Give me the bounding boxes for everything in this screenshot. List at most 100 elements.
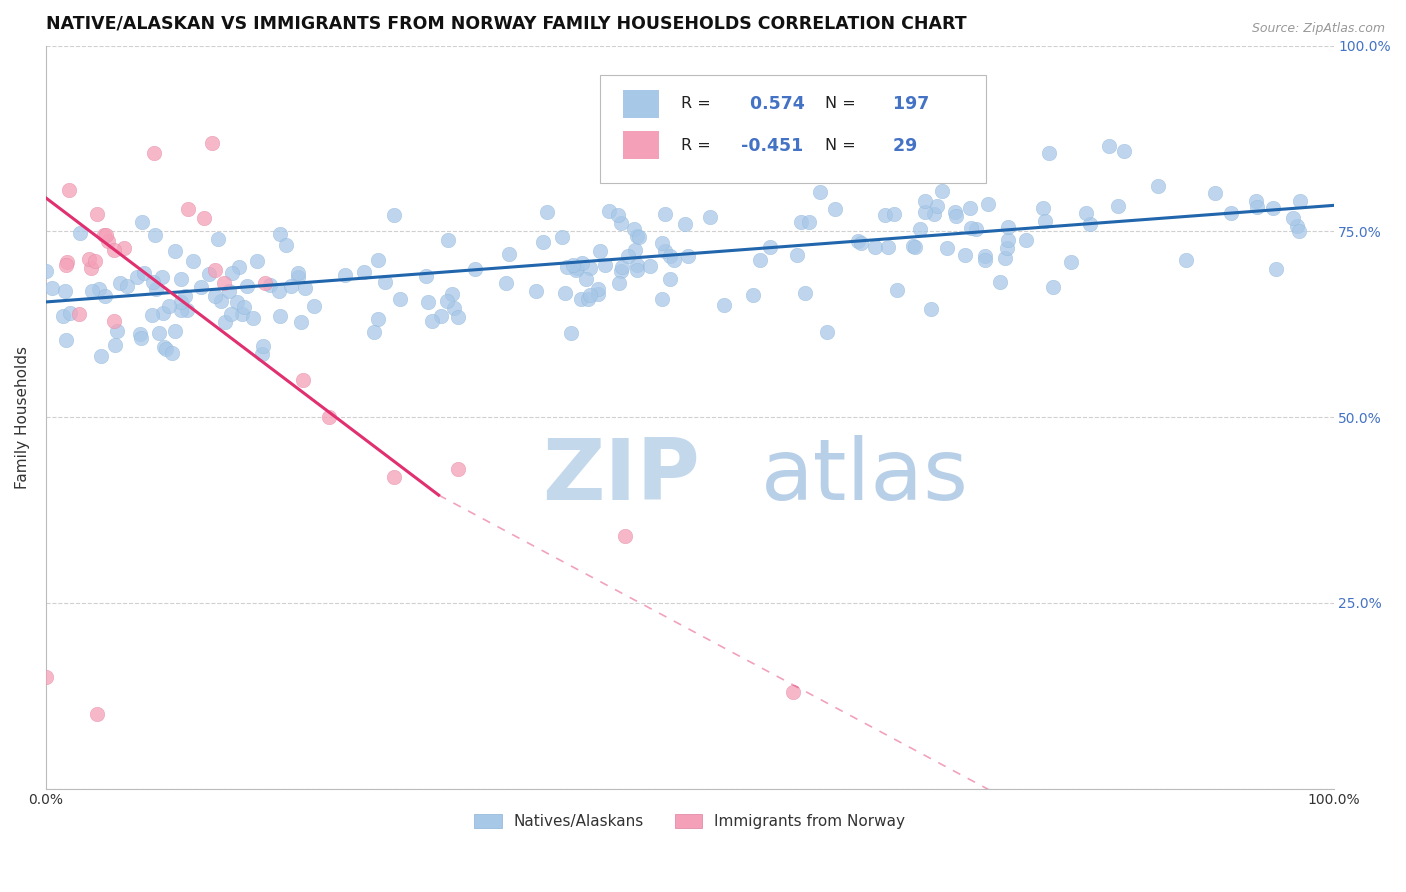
Point	[903, 239, 925, 253]
Point	[242, 311, 264, 326]
Point	[236, 279, 259, 293]
Point	[129, 326, 152, 341]
Point	[904, 240, 927, 254]
Point	[269, 284, 291, 298]
Point	[626, 263, 648, 277]
Point	[569, 292, 592, 306]
Point	[959, 201, 981, 215]
Point	[212, 276, 235, 290]
Point	[555, 260, 578, 275]
Point	[294, 281, 316, 295]
Point	[560, 326, 582, 340]
Point	[290, 315, 312, 329]
Point	[280, 278, 302, 293]
Point	[363, 325, 385, 339]
Point	[638, 259, 661, 273]
Point	[808, 185, 831, 199]
Point	[1285, 219, 1308, 234]
Point	[155, 342, 177, 356]
Point	[53, 284, 76, 298]
Point	[658, 249, 681, 263]
Point	[152, 306, 174, 320]
Point	[876, 240, 898, 254]
Point	[554, 285, 576, 300]
Point	[82, 284, 104, 298]
Point	[382, 469, 405, 483]
Point	[447, 462, 470, 476]
Point	[131, 215, 153, 229]
Point	[1282, 211, 1305, 225]
Point	[863, 240, 886, 254]
Point	[35, 264, 58, 278]
Point	[565, 262, 588, 277]
Point	[943, 205, 966, 219]
Point	[1107, 199, 1129, 213]
Point	[617, 249, 640, 263]
Point	[624, 243, 647, 257]
Point	[163, 324, 186, 338]
Point	[274, 238, 297, 252]
Point	[595, 258, 617, 272]
Point	[145, 282, 167, 296]
Point	[173, 288, 195, 302]
Point	[169, 295, 191, 310]
Point	[1112, 144, 1135, 158]
Point	[959, 221, 981, 235]
Point	[575, 272, 598, 286]
Point	[794, 286, 817, 301]
Point	[849, 235, 872, 250]
Text: N =: N =	[825, 96, 856, 112]
Text: N =: N =	[825, 138, 856, 153]
Point	[758, 240, 780, 254]
Point	[69, 226, 91, 240]
Point	[333, 268, 356, 282]
Point	[176, 302, 198, 317]
Point	[676, 248, 699, 262]
Point	[374, 275, 396, 289]
Point	[571, 256, 593, 270]
Point	[353, 265, 375, 279]
Point	[974, 249, 997, 263]
Point	[115, 279, 138, 293]
Point	[651, 292, 673, 306]
Point	[269, 227, 291, 241]
Point	[198, 267, 221, 281]
Point	[86, 707, 108, 722]
Point	[41, 281, 63, 295]
Point	[973, 253, 995, 268]
Point	[190, 279, 212, 293]
Point	[908, 221, 931, 235]
Point	[436, 233, 458, 247]
Point	[209, 293, 232, 308]
Point	[193, 211, 215, 225]
Point	[218, 284, 240, 298]
Point	[253, 277, 276, 291]
Point	[815, 325, 838, 339]
Point	[269, 309, 291, 323]
Point	[610, 260, 633, 274]
Point	[1032, 201, 1054, 215]
Text: ZIP: ZIP	[541, 435, 699, 518]
Point	[578, 261, 600, 276]
Point	[52, 309, 75, 323]
Point	[662, 253, 685, 268]
Point	[936, 241, 959, 255]
Point	[302, 299, 325, 313]
Point	[524, 284, 547, 298]
Point	[87, 282, 110, 296]
Point	[84, 254, 107, 268]
Point	[914, 194, 936, 208]
Point	[143, 146, 166, 161]
Point	[177, 202, 200, 217]
Point	[108, 276, 131, 290]
Point	[80, 260, 103, 275]
Point	[58, 183, 80, 197]
Text: NATIVE/ALASKAN VS IMMIGRANTS FROM NORWAY FAMILY HOUSEHOLDS CORRELATION CHART: NATIVE/ALASKAN VS IMMIGRANTS FROM NORWAY…	[46, 15, 966, 33]
Point	[742, 287, 765, 301]
Y-axis label: Family Households: Family Households	[15, 345, 30, 489]
Point	[420, 314, 443, 328]
Point	[576, 293, 599, 307]
Point	[953, 248, 976, 262]
Point	[231, 307, 253, 321]
Point	[35, 670, 58, 684]
